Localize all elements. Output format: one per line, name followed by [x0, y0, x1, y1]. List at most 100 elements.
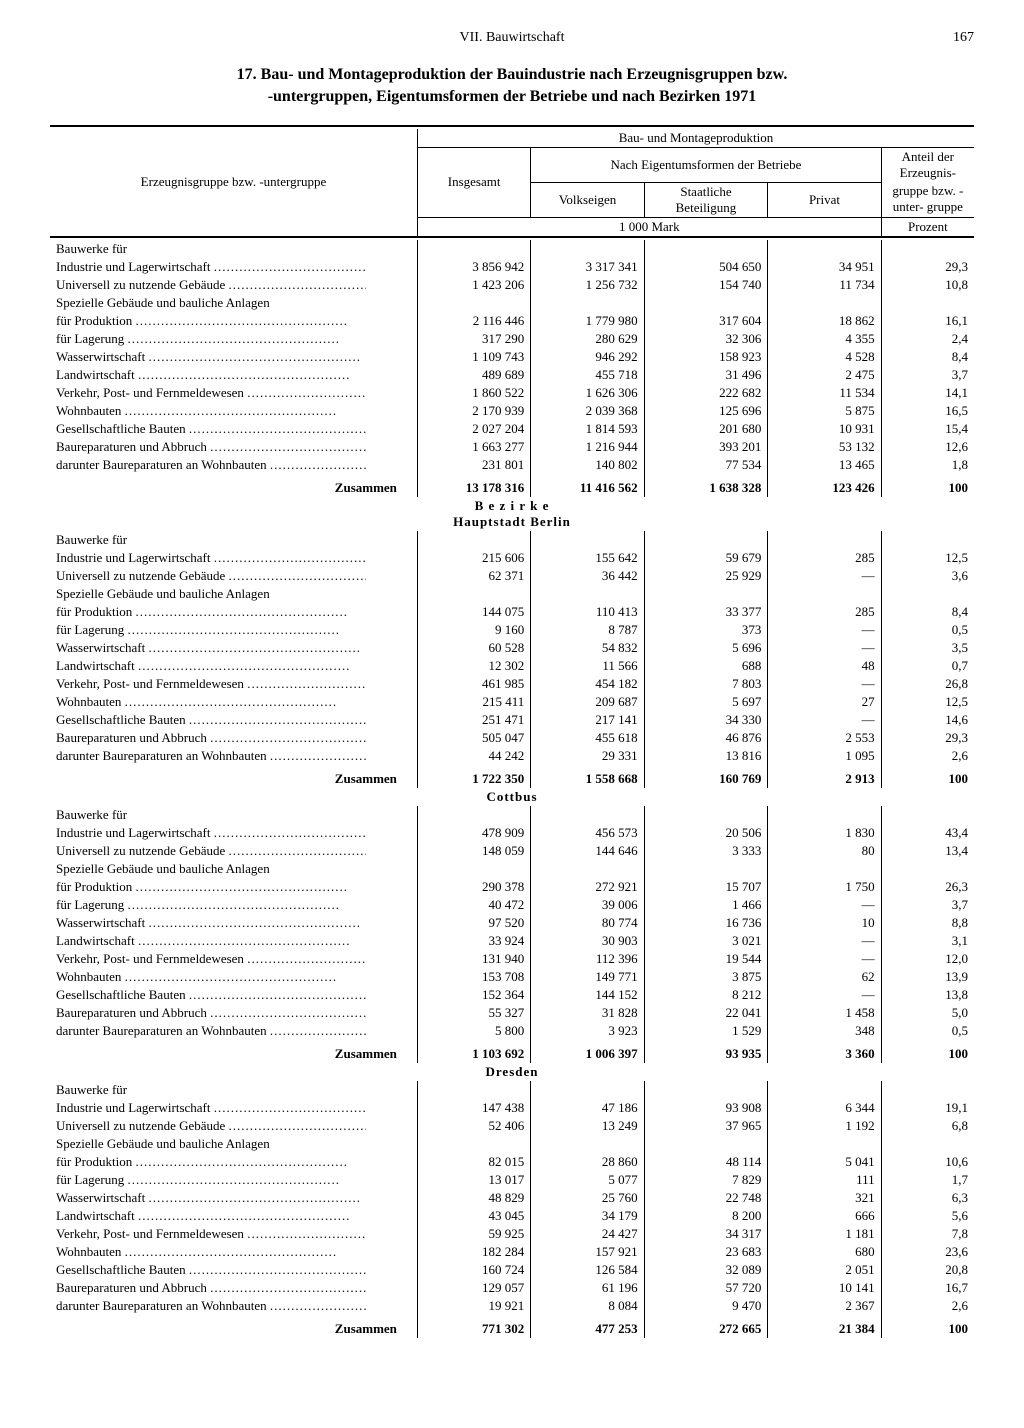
cell-sum: 100 [881, 765, 974, 788]
cell: 129 057 [417, 1279, 530, 1297]
cell: 8 212 [644, 986, 768, 1004]
header-anteil-1: Anteil der Erzeugnis- [881, 148, 974, 183]
cell: 153 708 [417, 968, 530, 986]
cell: 12,0 [881, 950, 974, 968]
cell: 13 249 [531, 1117, 644, 1135]
cell: 29 331 [531, 747, 644, 765]
header-span: Bau- und Montageproduktion [417, 129, 974, 148]
cell: 285 [768, 603, 881, 621]
row-label: Universell zu nutzende Gebäude [50, 842, 417, 860]
cell: 30 903 [531, 932, 644, 950]
cell: 131 940 [417, 950, 530, 968]
cell: 454 182 [531, 675, 644, 693]
cell: 34 330 [644, 711, 768, 729]
cell: 478 909 [417, 824, 530, 842]
cell: 40 472 [417, 896, 530, 914]
cell: 10,8 [881, 276, 974, 294]
cell: — [768, 896, 881, 914]
cell: 31 496 [644, 366, 768, 384]
cell: 217 141 [531, 711, 644, 729]
cell-sum: 1 006 397 [531, 1040, 644, 1063]
row-label: Bauwerke für [50, 240, 417, 258]
cell: 666 [768, 1207, 881, 1225]
cell: — [768, 711, 881, 729]
cell: 2 170 939 [417, 402, 530, 420]
cell: 36 442 [531, 567, 644, 585]
row-label: für Lagerung [50, 896, 417, 914]
cell: 8,8 [881, 914, 974, 932]
row-label: Wohnbauten [50, 1243, 417, 1261]
cell-sum: 2 913 [768, 765, 881, 788]
cell: 48 829 [417, 1189, 530, 1207]
cell: 13 017 [417, 1171, 530, 1189]
cell: — [768, 932, 881, 950]
cell-sum: 771 302 [417, 1315, 530, 1338]
cell: 11 566 [531, 657, 644, 675]
row-label: Bauwerke für [50, 806, 417, 824]
row-label: Industrie und Lagerwirtschaft [50, 549, 417, 567]
row-label: Universell zu nutzende Gebäude [50, 276, 417, 294]
cell: 5,0 [881, 1004, 974, 1022]
cell: 11 734 [768, 276, 881, 294]
cell: 1 750 [768, 878, 881, 896]
cell: 80 [768, 842, 881, 860]
cell [644, 294, 768, 312]
cell: 1 814 593 [531, 420, 644, 438]
cell [531, 294, 644, 312]
cell: 9 160 [417, 621, 530, 639]
cell: 1 256 732 [531, 276, 644, 294]
cell: 456 573 [531, 824, 644, 842]
header-volkseigen: Volkseigen [531, 182, 644, 217]
cell [531, 1135, 644, 1153]
cell [881, 860, 974, 878]
cell: 32 089 [644, 1261, 768, 1279]
row-label: für Produktion [50, 603, 417, 621]
row-label: Universell zu nutzende Gebäude [50, 567, 417, 585]
cell: 125 696 [644, 402, 768, 420]
cell: 26,8 [881, 675, 974, 693]
cell: 8,4 [881, 348, 974, 366]
cell: 12,6 [881, 438, 974, 456]
cell: 1 458 [768, 1004, 881, 1022]
cell [417, 585, 530, 603]
cell: 9 470 [644, 1297, 768, 1315]
cell: 13 465 [768, 456, 881, 474]
cell: 15,4 [881, 420, 974, 438]
cell-sum: 477 253 [531, 1315, 644, 1338]
cell: 201 680 [644, 420, 768, 438]
cell: 946 292 [531, 348, 644, 366]
cell: 461 985 [417, 675, 530, 693]
cell: 2 553 [768, 729, 881, 747]
cell-sum: 123 426 [768, 474, 881, 497]
cell: 149 771 [531, 968, 644, 986]
cell: 8 200 [644, 1207, 768, 1225]
cell: 321 [768, 1189, 881, 1207]
row-label: Landwirtschaft [50, 657, 417, 675]
title-line-2: -untergruppen, Eigentumsformen der Betri… [268, 88, 757, 105]
row-label: Baureparaturen und Abbruch [50, 1004, 417, 1022]
row-label: für Produktion [50, 1153, 417, 1171]
row-label: Universell zu nutzende Gebäude [50, 1117, 417, 1135]
cell: 1 109 743 [417, 348, 530, 366]
cell: 140 802 [531, 456, 644, 474]
cell [417, 294, 530, 312]
cell-sum: 11 416 562 [531, 474, 644, 497]
cell: 1 626 306 [531, 384, 644, 402]
cell: 29,3 [881, 729, 974, 747]
cell-sum: 21 384 [768, 1315, 881, 1338]
cell: 680 [768, 1243, 881, 1261]
cell: 2 051 [768, 1261, 881, 1279]
cell: 3,5 [881, 639, 974, 657]
cell: 3 333 [644, 842, 768, 860]
cell: 110 413 [531, 603, 644, 621]
cell: 393 201 [644, 438, 768, 456]
row-label: darunter Baureparaturen an Wohnbauten [50, 747, 417, 765]
cell: 48 114 [644, 1153, 768, 1171]
cell: — [768, 639, 881, 657]
cell: 1 095 [768, 747, 881, 765]
cell [417, 860, 530, 878]
cell: 155 642 [531, 549, 644, 567]
cell: 3,6 [881, 567, 974, 585]
row-label: Industrie und Lagerwirtschaft [50, 1099, 417, 1117]
page-number: 167 [934, 30, 974, 46]
